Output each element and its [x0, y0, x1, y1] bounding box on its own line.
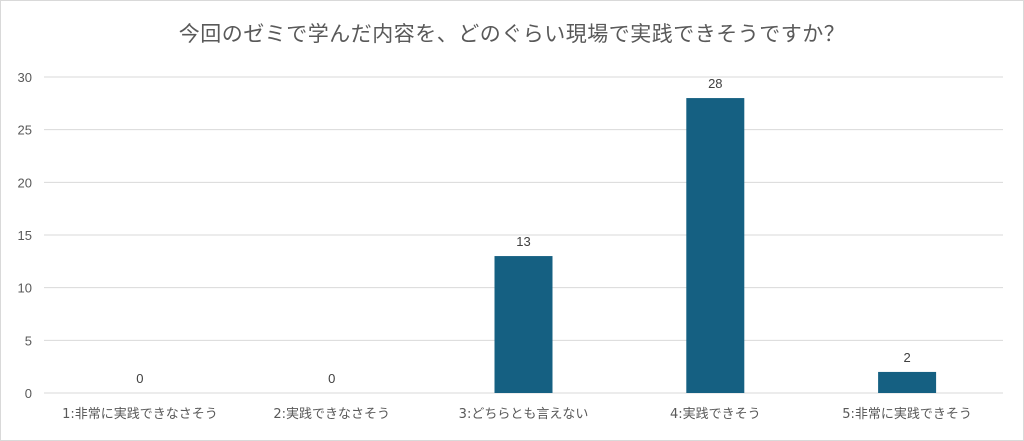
y-tick-label: 30 — [18, 70, 32, 85]
data-label: 28 — [708, 76, 722, 91]
category-label: 5:非常に実践できそう — [842, 406, 972, 422]
y-tick-label: 15 — [18, 228, 32, 243]
data-label: 0 — [136, 371, 143, 386]
category-label: 4:実践できそう — [670, 406, 761, 422]
bar — [878, 371, 937, 393]
data-label: 2 — [903, 350, 910, 365]
data-label: 0 — [328, 371, 335, 386]
y-tick-label: 25 — [18, 123, 32, 138]
data-label: 13 — [516, 234, 530, 249]
category-label: 3:どちらとも言えない — [459, 407, 589, 422]
bar — [686, 98, 745, 394]
chart-title: 今回のゼミで学んだ内容を、どのぐらい現場で実践できそうですか？ — [178, 22, 846, 46]
y-tick-label: 20 — [18, 175, 32, 190]
y-tick-label: 5 — [25, 333, 32, 348]
y-tick-label: 10 — [18, 281, 32, 296]
category-label: 2:実践できなさそう — [273, 406, 390, 422]
y-tick-label: 0 — [25, 386, 32, 401]
category-label: 1:非常に実践できなさそう — [62, 406, 218, 422]
bar — [494, 256, 553, 393]
